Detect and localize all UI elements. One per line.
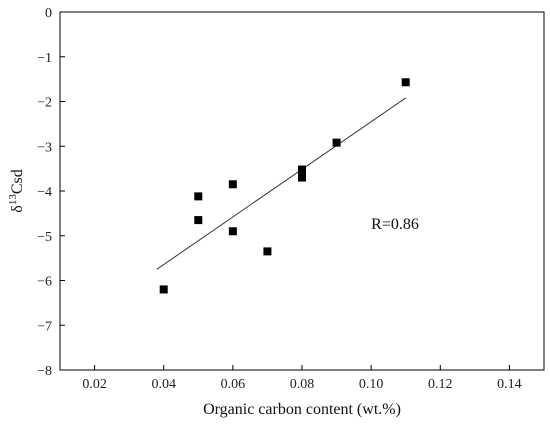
y-tick-label: −4 xyxy=(37,185,52,200)
data-point xyxy=(298,165,306,174)
y-tick-label: −2 xyxy=(37,96,52,111)
x-tick-label: 0.14 xyxy=(497,377,522,392)
data-point xyxy=(401,78,410,87)
y-axis-title: δ13Csd xyxy=(7,169,26,212)
y-tick-label: −1 xyxy=(37,51,52,66)
y-tick-label: −6 xyxy=(37,275,52,290)
x-tick-label: 0.12 xyxy=(428,377,453,392)
y-tick-label: −3 xyxy=(37,140,52,155)
data-point xyxy=(228,180,237,189)
data-point xyxy=(263,247,272,256)
plot-frame xyxy=(59,11,545,371)
x-tick-label: 0.04 xyxy=(151,377,176,392)
correlation-annotation: R=0.86 xyxy=(371,216,419,233)
data-point xyxy=(194,192,203,201)
data-points xyxy=(159,78,410,294)
data-point xyxy=(228,227,237,236)
y-tick-label: −8 xyxy=(37,364,52,379)
y-axis-title-sup: 13 xyxy=(7,194,19,206)
x-tick-label: 0.02 xyxy=(82,377,107,392)
y-axis-title-tail: Csd xyxy=(9,169,26,194)
y-tick-label: −5 xyxy=(37,230,52,245)
x-tick-label: 0.08 xyxy=(290,377,315,392)
y-tick-label: −7 xyxy=(37,319,52,334)
tick-labels: 0.02 0.04 0.06 0.08 0.10 0.12 0.14 0 −1 −2 −3 −4 −5 −… xyxy=(37,6,522,392)
y-tick-label: 0 xyxy=(45,6,52,21)
y-axis-title-delta: δ xyxy=(9,205,26,213)
x-tick-label: 0.06 xyxy=(221,377,246,392)
trend-line xyxy=(156,97,406,270)
data-point xyxy=(298,173,306,182)
x-axis-title: Organic carbon content (wt.%) xyxy=(203,401,401,418)
x-tick-label: 0.10 xyxy=(359,377,384,392)
data-point xyxy=(194,216,203,225)
data-point xyxy=(332,138,341,147)
data-point xyxy=(159,285,168,294)
axis-ticks xyxy=(60,11,510,371)
